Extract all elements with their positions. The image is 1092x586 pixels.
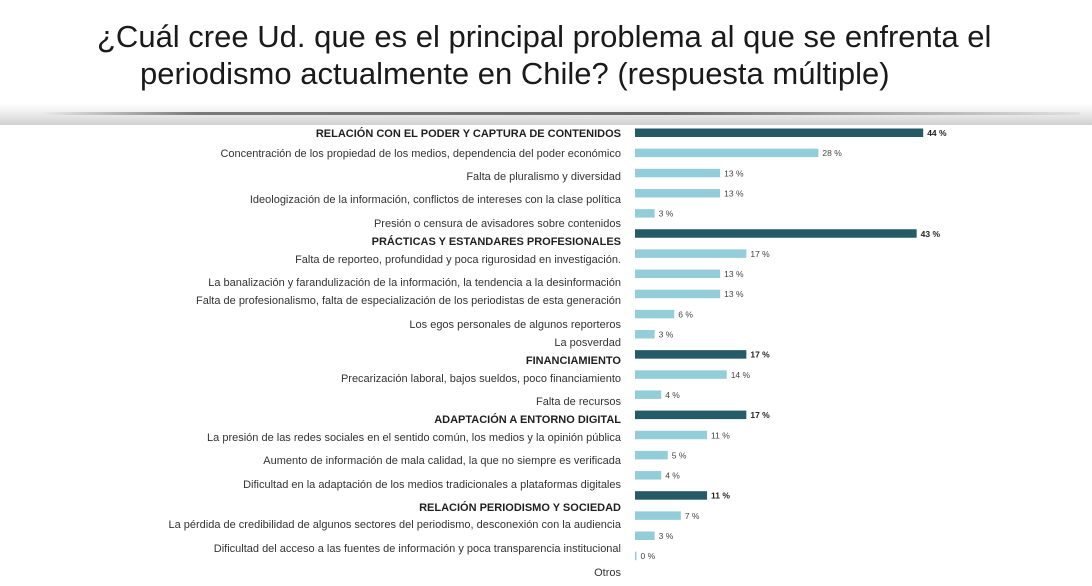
bar-value-label: 14 % bbox=[731, 370, 751, 380]
item-bar bbox=[635, 471, 662, 480]
item-bar bbox=[635, 148, 819, 158]
bar-value-label: 13 % bbox=[724, 168, 744, 178]
item-bar bbox=[635, 188, 721, 198]
item-label: La presión de las redes sociales en el s… bbox=[207, 432, 622, 444]
bar-value-label: 5 % bbox=[672, 450, 687, 460]
category-bar bbox=[635, 229, 917, 238]
bar-value-label: 0 % bbox=[641, 551, 656, 561]
item-bar bbox=[635, 551, 637, 561]
bar-value-label: 6 % bbox=[678, 309, 693, 319]
item-bar bbox=[635, 390, 662, 399]
item-label: Dificultad en la adaptación de los medio… bbox=[243, 479, 621, 491]
chart-title: ¿Cuál cree Ud. que es el principal probl… bbox=[0, 18, 1092, 98]
bar-value-label: 4 % bbox=[665, 471, 680, 481]
item-label: Los egos personales de algunos reportero… bbox=[409, 319, 621, 331]
bar-value-label: 13 % bbox=[724, 188, 744, 198]
category-bar bbox=[635, 350, 747, 359]
item-label: Falta de reporteo, profundidad y poca ri… bbox=[295, 254, 621, 266]
bar-value-label: 3 % bbox=[659, 209, 674, 219]
item-bar bbox=[635, 269, 721, 279]
item-bar bbox=[635, 168, 721, 178]
item-bar bbox=[635, 531, 655, 540]
bar-value-label: 17 % bbox=[750, 249, 770, 259]
item-bar bbox=[635, 430, 708, 440]
item-label: Falta de pluralismo y diversidad bbox=[466, 171, 621, 183]
item-label: Concentración de los propiedad de los me… bbox=[220, 148, 621, 160]
item-label: La pérdida de credibilidad de algunos se… bbox=[168, 519, 621, 531]
item-label: Dificultad del acceso a las fuentes de i… bbox=[214, 543, 621, 555]
chart-title-line-1: ¿Cuál cree Ud. que es el principal probl… bbox=[97, 19, 992, 54]
bar-value-label: 3 % bbox=[659, 330, 674, 340]
item-bar bbox=[635, 309, 675, 319]
item-bar bbox=[635, 289, 721, 299]
header-divider-line bbox=[40, 112, 1080, 115]
item-label: Presión o censura de avisadores sobre co… bbox=[374, 218, 622, 230]
bar-value-label: 11 % bbox=[711, 430, 730, 440]
bar-value-label: 4 % bbox=[665, 390, 680, 400]
bar-value-label: 17 % bbox=[750, 350, 770, 360]
item-label: Otros bbox=[594, 567, 621, 579]
item-label: La banalización y farandulización de la … bbox=[208, 277, 621, 289]
item-label: Falta de profesionalismo, falta de espec… bbox=[196, 295, 621, 307]
category-label: ADAPTACIÓN A ENTORNO DIGITAL bbox=[434, 413, 621, 426]
bar-value-label: 44 % bbox=[927, 128, 947, 138]
bar-value-label: 7 % bbox=[685, 511, 700, 521]
category-label: FINANCIAMIENTO bbox=[526, 355, 622, 367]
item-label: Precarización laboral, bajos sueldos, po… bbox=[341, 373, 621, 385]
item-bar bbox=[635, 370, 727, 379]
category-bar bbox=[635, 491, 708, 500]
bar-value-label: 13 % bbox=[724, 269, 744, 279]
item-bar bbox=[635, 330, 655, 339]
item-bar bbox=[635, 209, 655, 218]
item-bar bbox=[635, 450, 668, 460]
bar-value-label: 17 % bbox=[750, 410, 770, 420]
item-label: La posverdad bbox=[554, 337, 621, 349]
category-label: RELACIÓN CON EL PODER Y CAPTURA DE CONTE… bbox=[316, 127, 621, 140]
bar-value-label: 13 % bbox=[724, 289, 744, 299]
category-bar bbox=[635, 128, 924, 137]
bar-value-label: 11 % bbox=[711, 491, 730, 501]
bar-value-label: 43 % bbox=[921, 229, 941, 239]
item-bar bbox=[635, 511, 681, 520]
category-label: PRÁCTICAS Y ESTANDARES PROFESIONALES bbox=[372, 235, 621, 248]
bar-value-label: 28 % bbox=[822, 148, 842, 158]
item-bar bbox=[635, 249, 747, 258]
chart-title-line-2: periodismo actualmente en Chile? (respue… bbox=[140, 56, 890, 91]
bar-value-label: 3 % bbox=[659, 531, 674, 541]
item-label: Falta de recursos bbox=[536, 396, 621, 408]
item-label: Ideologización de la información, confli… bbox=[250, 194, 622, 206]
category-label: RELACIÓN PERIODISMO Y SOCIEDAD bbox=[419, 501, 621, 514]
item-label: Aumento de información de mala calidad, … bbox=[263, 455, 622, 467]
category-bar bbox=[635, 410, 747, 420]
